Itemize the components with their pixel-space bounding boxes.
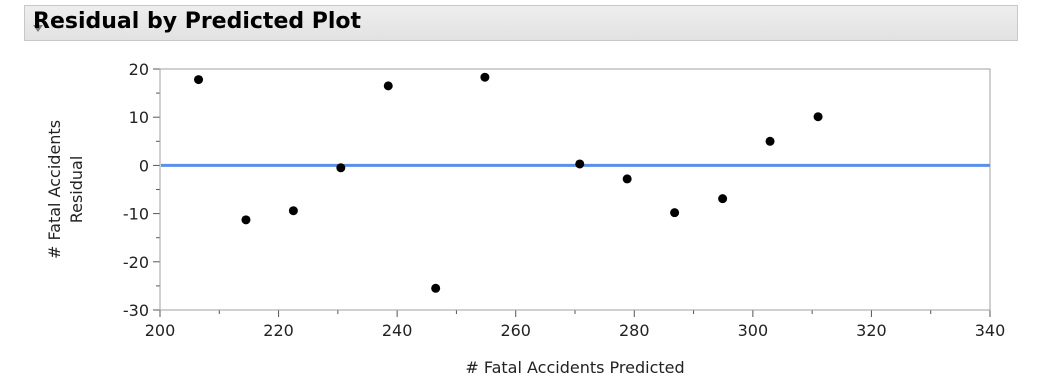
data-point[interactable] [241, 215, 251, 225]
x-tick-label: 260 [500, 321, 531, 340]
y-axis-title-line: # Fatal Accidents [45, 120, 64, 259]
data-point[interactable] [336, 163, 346, 173]
data-point[interactable] [383, 81, 393, 91]
data-point[interactable] [480, 72, 490, 82]
data-point[interactable] [813, 112, 823, 122]
y-axis-ticks: -30 -20 -10 0 10 20 [123, 60, 160, 320]
data-point[interactable] [288, 206, 298, 216]
x-axis-title: # Fatal Accidents Predicted [465, 358, 684, 377]
outline-header[interactable]: Residual by Predicted Plot [24, 5, 1018, 41]
x-tick-label: 200 [145, 321, 176, 340]
outline-title: Residual by Predicted Plot [33, 9, 362, 34]
x-axis-ticks: 200 220 240 260 280 300 320 340 [145, 310, 1006, 340]
data-point[interactable] [622, 174, 632, 184]
x-tick-label: 320 [856, 321, 887, 340]
disclosure-triangle-icon[interactable] [33, 25, 43, 32]
y-tick-label: 0 [139, 156, 149, 175]
y-tick-label: 10 [129, 108, 149, 127]
x-tick-label: 240 [382, 321, 413, 340]
y-tick-label: -30 [123, 301, 149, 320]
data-point[interactable] [718, 194, 728, 204]
y-tick-label: -20 [123, 253, 149, 272]
x-tick-label: 340 [975, 321, 1006, 340]
data-point[interactable] [431, 283, 441, 293]
x-tick-label: 220 [263, 321, 294, 340]
data-point[interactable] [765, 136, 775, 146]
y-axis-title-line: Residual [67, 156, 86, 224]
y-tick-label: 20 [129, 60, 149, 79]
y-tick-label: -10 [123, 205, 149, 224]
plot-frame [159, 68, 991, 311]
y-axis-title: # Fatal Accidents Residual [45, 120, 86, 259]
data-point[interactable] [670, 208, 680, 218]
data-points [194, 72, 823, 293]
data-point[interactable] [194, 75, 204, 85]
data-point[interactable] [575, 159, 585, 169]
x-tick-label: 300 [738, 321, 769, 340]
x-tick-label: 280 [619, 321, 650, 340]
